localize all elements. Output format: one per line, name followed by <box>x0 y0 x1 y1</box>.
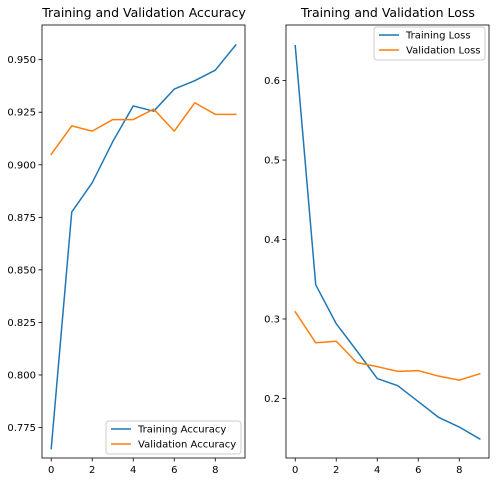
loss-y-tick-label: 0.5 <box>264 156 280 167</box>
accuracy-legend-box <box>105 420 242 455</box>
loss-y-tick-label: 0.3 <box>264 314 280 325</box>
accuracy-axes-frame <box>41 24 246 459</box>
accuracy-y-tick-label: 0.875 <box>7 213 36 224</box>
accuracy-lines <box>50 43 237 450</box>
legend-label-validation-accuracy: Validation Accuracy <box>138 440 236 451</box>
accuracy-chart-title: Training and Validation Accuracy <box>41 5 246 20</box>
loss-legend-box <box>373 26 486 61</box>
accuracy-legend: Training Accuracy Validation Accuracy <box>105 420 242 455</box>
loss-legend: Training Loss Validation Loss <box>373 26 486 61</box>
accuracy-y-tick-label: 0.775 <box>7 423 36 434</box>
loss-y-tick-label: 0.4 <box>264 235 280 246</box>
loss-x-tick-label: 0 <box>292 465 298 476</box>
accuracy-y-tick-label: 0.850 <box>7 265 36 276</box>
accuracy-chart: Training and Validation Accuracy 0 2 4 6 8 0.… <box>7 5 246 476</box>
loss-chart: Training and Validation Loss 0 2 4 6 8 0.2 0.3… <box>264 5 490 476</box>
accuracy-x-tick-label: 2 <box>89 465 95 476</box>
legend-label-training-accuracy: Training Accuracy <box>137 425 226 436</box>
series-line-validation-loss <box>294 310 481 381</box>
loss-x-tick-label: 6 <box>415 465 421 476</box>
accuracy-axes: 0 2 4 6 8 0.775 0.800 0.825 0.850 0.875 0.900 0.925… <box>7 24 246 476</box>
loss-axes-frame <box>285 24 490 459</box>
accuracy-y-tick-label: 0.800 <box>7 370 36 381</box>
accuracy-y-tick-label: 0.925 <box>7 108 36 119</box>
series-line-training-accuracy <box>50 43 237 450</box>
loss-lines <box>294 44 481 440</box>
accuracy-y-tick-label: 0.825 <box>7 318 36 329</box>
loss-x-tick-label: 4 <box>374 465 380 476</box>
accuracy-x-tick-label: 6 <box>171 465 177 476</box>
loss-y-tick-label: 0.2 <box>264 394 280 405</box>
loss-x-tick-label: 8 <box>456 465 462 476</box>
accuracy-y-tick-label: 0.950 <box>7 55 36 66</box>
series-line-validation-accuracy <box>50 102 237 156</box>
accuracy-x-tick-label: 4 <box>130 465 136 476</box>
accuracy-y-tick-label: 0.900 <box>7 160 36 171</box>
legend-label-training-loss: Training Loss <box>405 31 471 42</box>
loss-y-tick-label: 0.6 <box>264 76 280 87</box>
accuracy-x-tick-label: 8 <box>212 465 218 476</box>
loss-chart-title: Training and Validation Loss <box>300 5 475 20</box>
accuracy-x-tick-label: 0 <box>48 465 54 476</box>
loss-x-tick-label: 2 <box>333 465 339 476</box>
series-line-training-loss <box>294 44 481 440</box>
loss-axes: 0 2 4 6 8 0.2 0.3 0.4 0.5 0.6 <box>264 24 490 476</box>
legend-label-validation-loss: Validation Loss <box>406 46 481 57</box>
